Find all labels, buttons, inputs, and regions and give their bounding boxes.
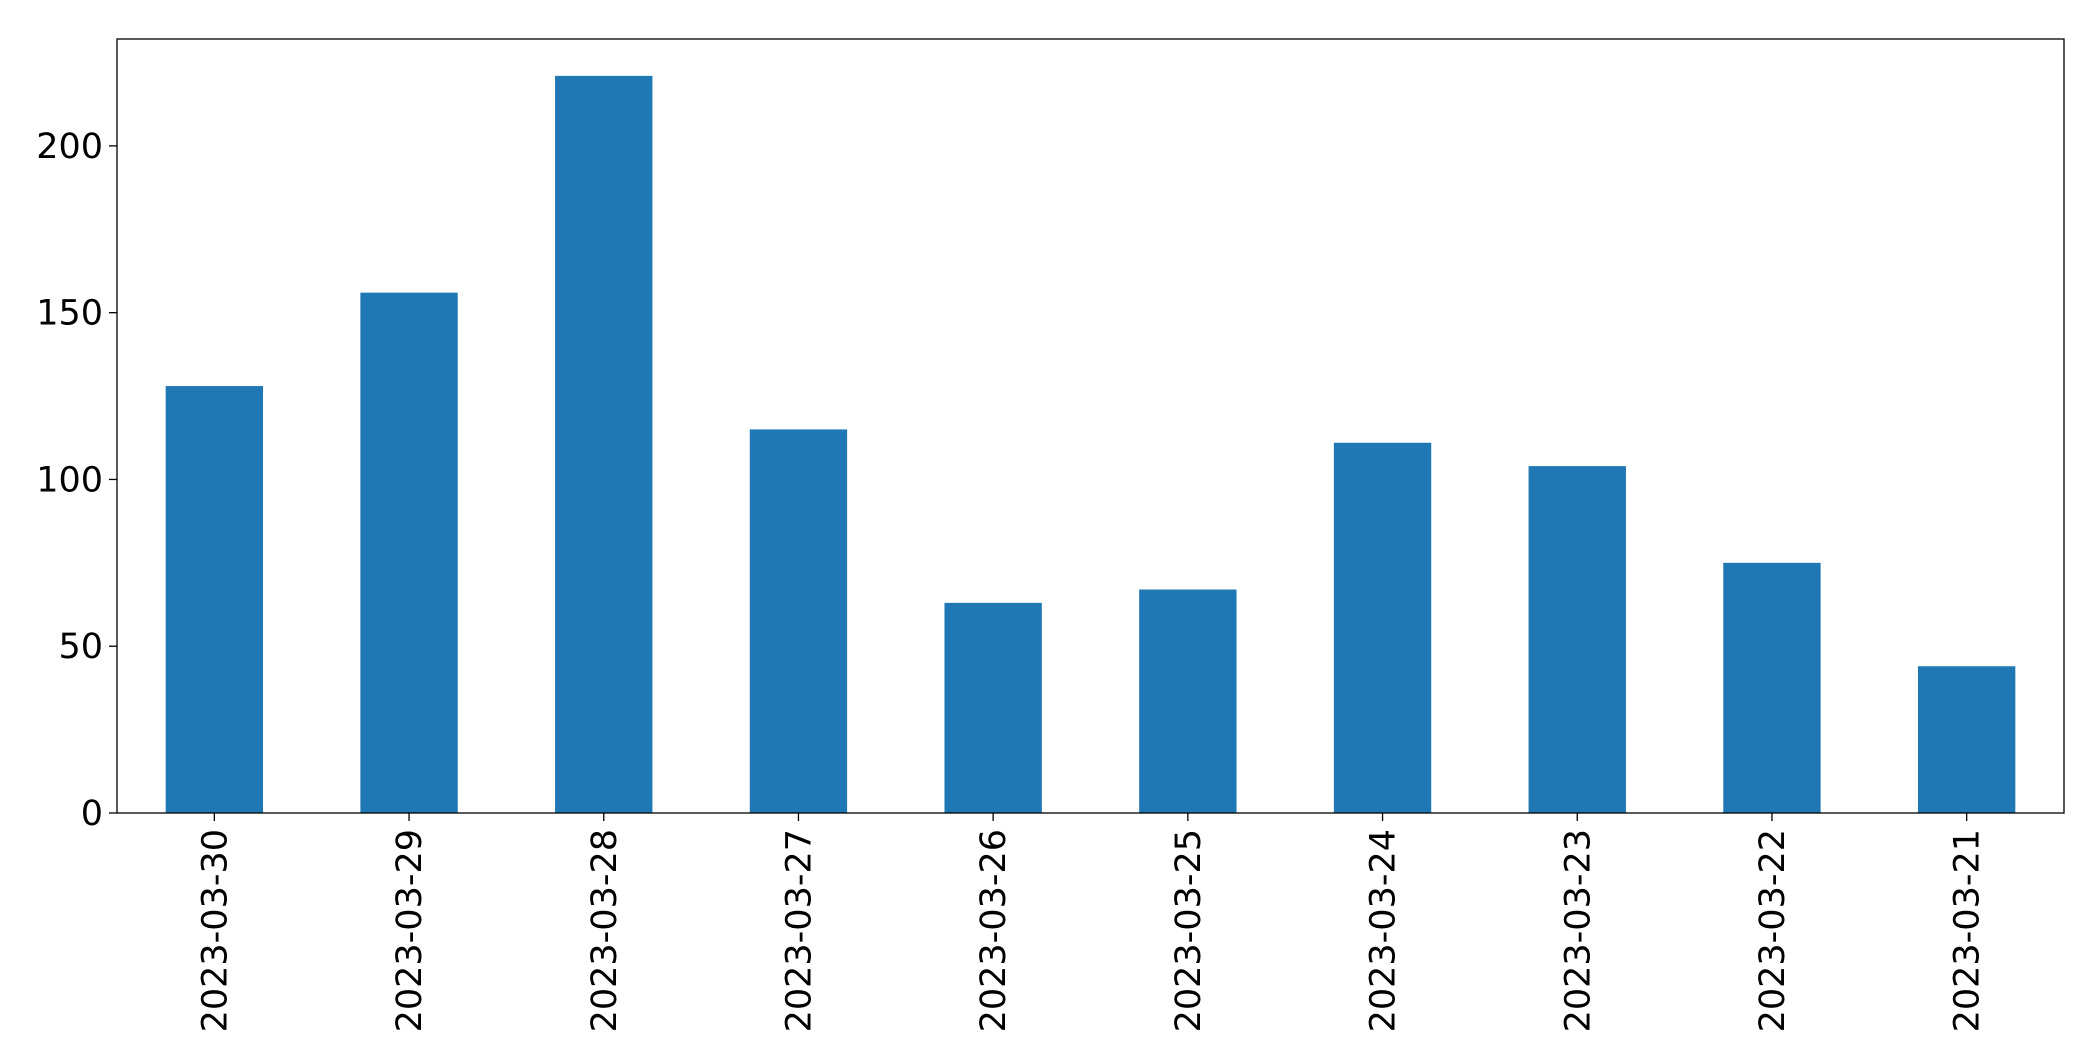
plot-frame bbox=[116, 38, 2065, 814]
bar bbox=[749, 429, 848, 813]
x-tick-label: 2023-03-29 bbox=[390, 829, 430, 1032]
bar bbox=[555, 75, 653, 814]
y-tick-label: 200 bbox=[36, 127, 103, 167]
bar bbox=[165, 386, 264, 813]
bar bbox=[360, 292, 458, 813]
x-tick-label: 2023-03-28 bbox=[585, 829, 625, 1032]
x-tick-label: 2023-03-27 bbox=[779, 829, 819, 1032]
y-tick-label: 50 bbox=[58, 627, 103, 667]
bar bbox=[1528, 466, 1626, 813]
y-tick-label: 0 bbox=[81, 794, 103, 834]
x-tick-label: 2023-03-21 bbox=[1948, 829, 1988, 1032]
x-tick-label: 2023-03-30 bbox=[195, 829, 235, 1032]
bar bbox=[944, 602, 1042, 813]
bar bbox=[1139, 589, 1237, 813]
y-tick-label: 150 bbox=[36, 294, 103, 334]
x-tick-label: 2023-03-24 bbox=[1364, 829, 1404, 1032]
bar bbox=[1333, 442, 1432, 813]
x-tick-label: 2023-03-23 bbox=[1558, 829, 1598, 1032]
bar bbox=[1917, 666, 2016, 813]
x-tick-label: 2023-03-22 bbox=[1753, 829, 1793, 1032]
x-tick-label: 2023-03-25 bbox=[1169, 829, 1209, 1032]
y-tick-label: 100 bbox=[36, 460, 103, 500]
bar bbox=[1723, 562, 1821, 813]
x-tick-label: 2023-03-26 bbox=[974, 829, 1014, 1032]
